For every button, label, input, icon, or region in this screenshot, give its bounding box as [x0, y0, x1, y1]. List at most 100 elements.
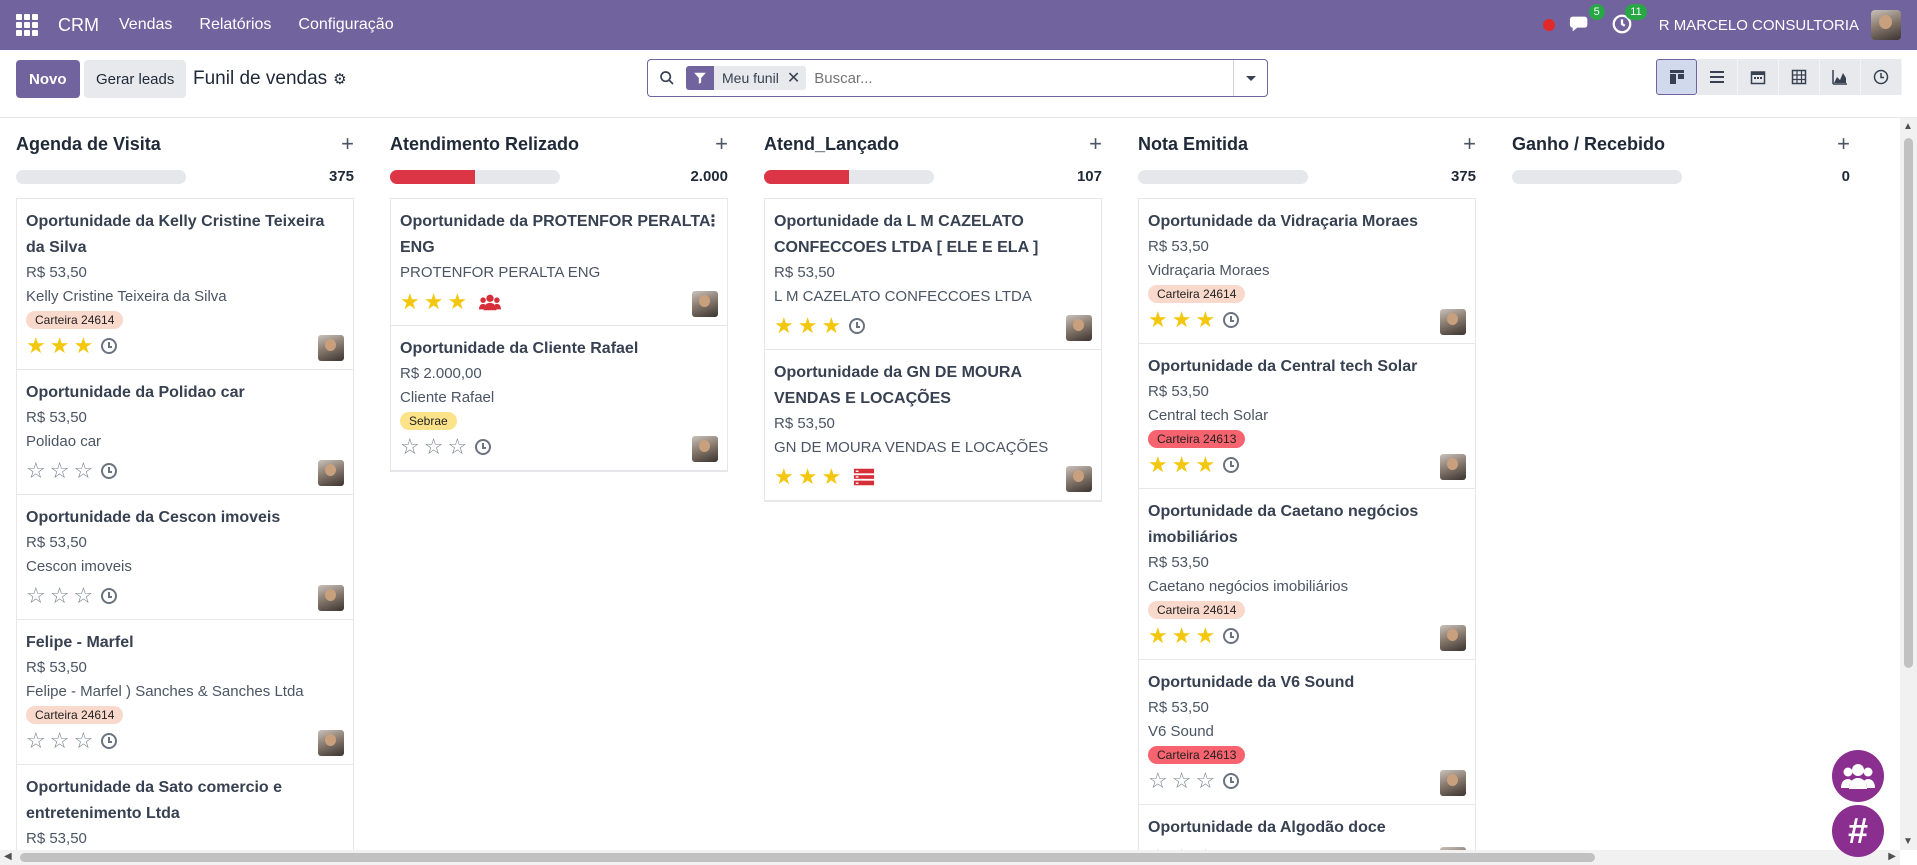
opportunity-card[interactable]: Oportunidade da Kelly Cristine Teixeira … — [17, 199, 353, 370]
priority-star-icon[interactable]: ★ — [797, 313, 818, 338]
column-title[interactable]: Atendimento Relizado — [390, 134, 580, 154]
priority-star-icon[interactable]: ☆ — [1148, 768, 1168, 793]
add-card-icon[interactable]: + — [1463, 131, 1476, 156]
column-title[interactable]: Atend_Lançado — [764, 134, 900, 154]
messages-icon[interactable]: 5 — [1569, 4, 1605, 37]
priority-star-icon[interactable]: ☆ — [400, 434, 420, 459]
menu-item-relatorios[interactable]: Relatórios — [199, 16, 272, 33]
opportunity-card[interactable]: ⋮ Oportunidade da PROTENFOR PERALTA ENG PR… — [391, 199, 727, 326]
priority-star-icon[interactable]: ☆ — [49, 728, 70, 753]
opportunity-card[interactable]: Oportunidade da V6 Sound R$ 53,50 V6 Sound… — [1139, 660, 1475, 805]
add-card-icon[interactable]: + — [715, 131, 728, 156]
priority-star-icon[interactable]: ★ — [423, 289, 444, 314]
priority-star-icon[interactable]: ☆ — [1195, 847, 1215, 851]
column-title[interactable]: Nota Emitida — [1138, 134, 1249, 154]
vertical-scroll-thumb[interactable] — [1904, 138, 1913, 668]
salesperson-avatar[interactable] — [318, 460, 344, 486]
hashtag-button[interactable]: # — [1832, 805, 1884, 857]
opportunity-card[interactable]: Oportunidade da Cliente Rafael R$ 2.000,0… — [391, 326, 727, 471]
priority-star-icon[interactable]: ☆ — [26, 458, 46, 483]
priority-star-icon[interactable]: ★ — [1171, 307, 1192, 332]
priority-star-icon[interactable]: ☆ — [447, 434, 468, 459]
salesperson-avatar[interactable] — [1066, 315, 1092, 341]
priority-star-icon[interactable]: ★ — [797, 464, 818, 489]
app-brand[interactable]: CRM — [58, 14, 99, 35]
opportunity-card[interactable]: Oportunidade da Cescon imoveis R$ 53,50 Ce… — [17, 495, 353, 620]
priority-star-icon[interactable]: ★ — [1195, 452, 1216, 477]
menu-item-configuracao[interactable]: Configuração — [298, 16, 394, 33]
salesperson-avatar[interactable] — [318, 335, 344, 361]
horizontal-scrollbar[interactable]: ◀ ▶ — [0, 850, 1900, 865]
priority-star-icon[interactable]: ★ — [1148, 307, 1168, 332]
opportunity-card[interactable]: Oportunidade da L M CAZELATO CONFECCOES … — [765, 199, 1101, 350]
meeting-activity-icon[interactable] — [479, 292, 502, 312]
opportunity-card[interactable]: Oportunidade da Polidao car R$ 53,50 Polid… — [17, 370, 353, 495]
column-progress-bar[interactable] — [390, 170, 560, 184]
salesperson-avatar[interactable] — [1440, 625, 1466, 651]
salesperson-avatar[interactable] — [1440, 309, 1466, 335]
column-progress-bar[interactable] — [764, 170, 934, 184]
recording-dot-icon[interactable] — [1542, 19, 1555, 31]
column-progress-bar[interactable] — [16, 170, 186, 184]
opportunity-card[interactable]: Oportunidade da Vidraçaria Moraes R$ 53,5… — [1139, 199, 1475, 344]
priority-star-icon[interactable]: ☆ — [49, 458, 70, 483]
horizontal-scroll-thumb[interactable] — [20, 853, 1595, 862]
priority-star-icon[interactable]: ★ — [1195, 307, 1216, 332]
column-progress-bar[interactable] — [1512, 170, 1682, 184]
priority-star-icon[interactable]: ☆ — [1172, 847, 1192, 851]
team-chat-button[interactable] — [1832, 750, 1884, 802]
priority-star-icon[interactable]: ☆ — [1148, 847, 1168, 851]
priority-star-icon[interactable]: ★ — [1171, 623, 1192, 648]
activity-clock-icon[interactable] — [1223, 312, 1240, 328]
generate-leads-button[interactable]: Gerar leads — [84, 60, 187, 98]
scroll-up-arrow-icon[interactable]: ▲ — [1903, 121, 1913, 132]
priority-star-icon[interactable]: ☆ — [49, 583, 70, 608]
list-view-button[interactable] — [1697, 59, 1738, 95]
priority-star-icon[interactable]: ★ — [447, 289, 468, 314]
priority-star-icon[interactable]: ★ — [73, 333, 94, 358]
salesperson-avatar[interactable] — [318, 730, 344, 756]
priority-star-icon[interactable]: ☆ — [26, 728, 46, 753]
card-menu-icon[interactable]: ⋮ — [705, 213, 721, 230]
vertical-scrollbar[interactable]: ▲ ▼ — [1900, 118, 1917, 850]
activity-clock-icon[interactable] — [101, 588, 118, 604]
scroll-right-arrow-icon[interactable]: ▶ — [1888, 851, 1896, 862]
salesperson-avatar[interactable] — [1440, 454, 1466, 480]
opportunity-card[interactable]: Oportunidade da Central tech Solar R$ 53,… — [1139, 344, 1475, 489]
activity-clock-icon[interactable] — [101, 733, 118, 749]
new-button[interactable]: Novo — [16, 60, 80, 98]
activity-clock-icon[interactable] — [101, 338, 118, 354]
priority-star-icon[interactable]: ★ — [1171, 452, 1192, 477]
priority-star-icon[interactable]: ★ — [774, 464, 794, 489]
gear-icon[interactable]: ⚙ — [333, 71, 347, 88]
company-switcher[interactable]: R MARCELO CONSULTORIA — [1658, 16, 1859, 34]
salesperson-avatar[interactable] — [692, 291, 718, 317]
user-avatar[interactable] — [1871, 10, 1901, 40]
priority-star-icon[interactable]: ★ — [400, 289, 420, 314]
apps-menu-icon[interactable] — [16, 14, 38, 36]
add-card-icon[interactable]: + — [1837, 131, 1850, 156]
column-progress-bar[interactable] — [1138, 170, 1308, 184]
activity-view-button[interactable] — [1861, 59, 1902, 95]
pivot-view-button[interactable] — [1779, 59, 1820, 95]
priority-star-icon[interactable]: ★ — [774, 313, 794, 338]
activity-clock-icon[interactable] — [1223, 457, 1240, 473]
priority-star-icon[interactable]: ★ — [821, 464, 842, 489]
activity-clock-icon[interactable] — [849, 318, 866, 334]
priority-star-icon[interactable]: ☆ — [73, 583, 94, 608]
priority-star-icon[interactable]: ★ — [49, 333, 70, 358]
add-card-icon[interactable]: + — [1089, 131, 1102, 156]
activity-clock-icon[interactable] — [1223, 773, 1240, 789]
activity-clock-icon[interactable] — [1223, 628, 1240, 644]
activity-clock-icon[interactable] — [475, 439, 492, 455]
activities-clock-icon[interactable]: 11 — [1611, 4, 1647, 37]
priority-star-icon[interactable]: ☆ — [1195, 768, 1216, 793]
activity-clock-icon[interactable] — [101, 463, 118, 479]
opportunity-card[interactable]: Oportunidade da Algodão doce☆☆☆ — [1139, 805, 1475, 850]
calendar-view-button[interactable] — [1738, 59, 1779, 95]
priority-star-icon[interactable]: ★ — [26, 333, 46, 358]
priority-star-icon[interactable]: ★ — [1148, 623, 1168, 648]
menu-item-vendas[interactable]: Vendas — [119, 16, 173, 33]
search-input[interactable] — [814, 69, 1233, 87]
salesperson-avatar[interactable] — [1440, 847, 1466, 850]
